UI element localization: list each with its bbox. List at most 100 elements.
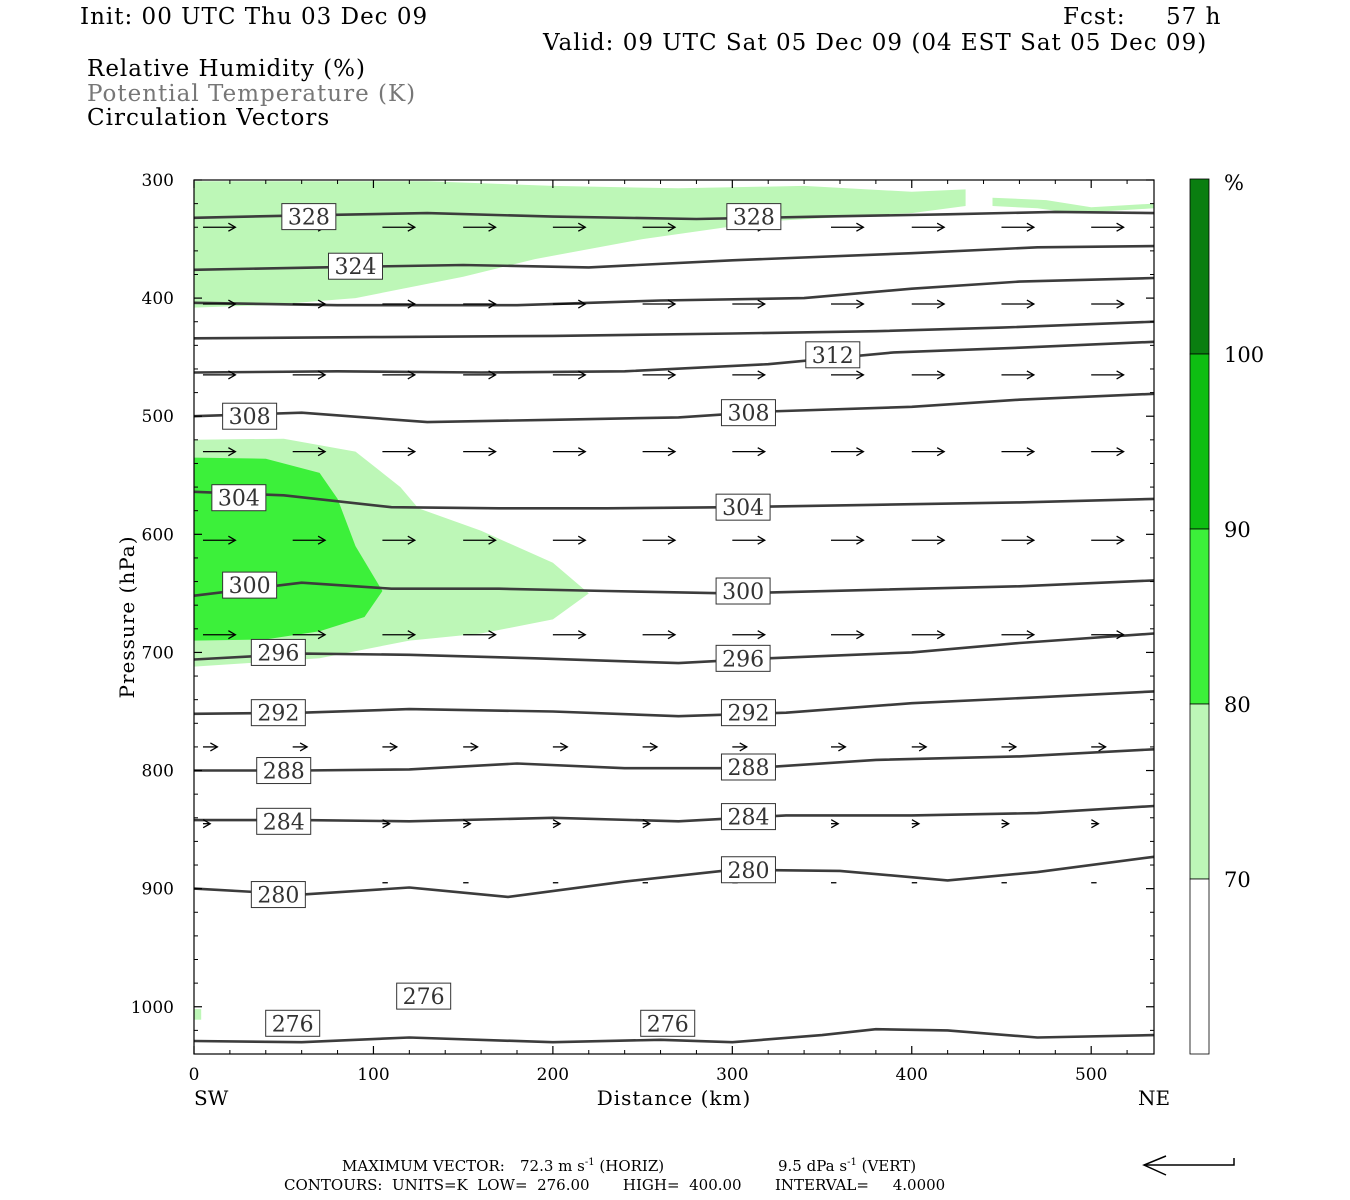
field-vectors: Circulation Vectors (87, 105, 331, 131)
svg-text:292: 292 (257, 702, 299, 727)
svg-text:296: 296 (722, 647, 764, 672)
circulation-vector (642, 370, 677, 380)
circulation-vector (382, 630, 417, 640)
circulation-vector (831, 630, 865, 640)
theta-label-308: 308 (222, 402, 278, 430)
circulation-vector (552, 222, 587, 232)
theta-label-296: 296 (715, 644, 771, 672)
theta-contour-300 (194, 579, 1154, 597)
circulation-vector (1091, 222, 1125, 232)
circulation-vector (463, 299, 497, 309)
circulation-vector (382, 819, 391, 829)
ne-label: NE (1138, 1086, 1170, 1110)
circulation-vector (642, 630, 677, 640)
field-theta: Potential Temperature (K) (87, 81, 417, 107)
circulation-vector (642, 299, 677, 309)
max-horiz-value: 72.3 m s-1 (HORIZ) (520, 1157, 664, 1175)
rh-region-70-80-4 (194, 1009, 202, 1020)
theta-label-300: 300 (222, 571, 278, 599)
colorbar-unit: % (1224, 171, 1244, 195)
circulation-vector (732, 447, 767, 457)
svg-text:288: 288 (263, 760, 305, 785)
contour-info: CONTOURS: UNITS=K LOW= 276.00 HIGH= 400.… (284, 1176, 946, 1194)
theta-label-328: 328 (726, 203, 782, 231)
colorbar-label: 70 (1224, 868, 1251, 892)
theta-label-276: 276 (640, 1009, 696, 1037)
circulation-vector (202, 447, 237, 457)
max-vector-label: MAXIMUM VECTOR: (342, 1157, 505, 1175)
theta-label-280: 280 (720, 856, 776, 884)
circulation-vector (382, 222, 417, 232)
circulation-vector (1091, 630, 1125, 640)
circulation-vector-layer (202, 222, 1125, 884)
circulation-vector (732, 630, 767, 640)
circulation-vector (911, 447, 946, 457)
circulation-vector (552, 370, 587, 380)
rh-region-70-80-1 (992, 197, 1154, 214)
theta-contour-328 (194, 210, 1154, 221)
theta-contour-296 (194, 632, 1154, 665)
theta-label-292: 292 (720, 699, 776, 727)
circulation-vector (831, 447, 865, 457)
circulation-vector (552, 447, 587, 457)
theta-contour-304 (194, 490, 1154, 510)
circulation-vector (463, 630, 497, 640)
circulation-vector (1001, 370, 1036, 380)
svg-text:304: 304 (722, 496, 764, 521)
circulation-vector (1001, 630, 1036, 640)
circulation-vector (292, 742, 309, 752)
field-rh: Relative Humidity (%) (87, 56, 366, 82)
svg-text:308: 308 (727, 402, 769, 427)
x-tick-label: 500 (1075, 1065, 1107, 1085)
forecast-hour: 57 h (1166, 4, 1222, 30)
circulation-vector (1001, 819, 1010, 829)
x-tick-label: 100 (357, 1065, 389, 1085)
theta-contour-308 (194, 392, 1154, 424)
circulation-vector (911, 299, 946, 309)
circulation-vector (830, 819, 840, 829)
colorbar-label: 90 (1224, 518, 1251, 542)
theta-contour-280 (194, 855, 1154, 899)
circulation-vector (382, 370, 417, 380)
circulation-vector (202, 819, 212, 829)
circulation-vector (552, 742, 569, 752)
circulation-vector (911, 222, 946, 232)
circulation-vector (732, 370, 767, 380)
horiz-exponent: -1 (584, 1157, 595, 1168)
circulation-vector (911, 819, 921, 829)
y-tick-label: 1000 (131, 998, 174, 1018)
colorbar-segment (1189, 878, 1210, 1055)
circulation-vector (463, 222, 497, 232)
svg-text:288: 288 (727, 756, 769, 781)
circulation-vector (831, 370, 865, 380)
circulation-vector (642, 222, 677, 232)
circulation-vector (382, 299, 417, 309)
colorbar-label: 80 (1224, 693, 1251, 717)
svg-text:300: 300 (229, 574, 271, 599)
circulation-vector (911, 630, 946, 640)
circulation-vector (202, 742, 219, 752)
circulation-vector (831, 742, 847, 752)
sw-label: SW (194, 1086, 229, 1110)
colorbar-segment (1189, 178, 1210, 355)
theta-label-284: 284 (720, 803, 776, 831)
axes: 0 100 200 300 400 500 300 400 500 600 700 800 900 100… (115, 171, 1170, 1110)
theta-label-304: 304 (715, 493, 771, 521)
circulation-vector (552, 535, 587, 545)
vert-tag: (VERT) (861, 1157, 917, 1175)
circulation-vector (1091, 370, 1125, 380)
circulation-vector (1091, 535, 1125, 545)
circulation-vector (831, 222, 865, 232)
circulation-vector (382, 742, 399, 752)
y-tick-label: 500 (142, 407, 174, 427)
circulation-vector (732, 742, 749, 752)
svg-text:300: 300 (722, 580, 764, 605)
theta-label-296: 296 (250, 638, 306, 666)
circulation-vector (202, 222, 237, 232)
x-tick-label: 300 (716, 1065, 748, 1085)
max-vector-arrow-icon (1142, 1155, 1235, 1176)
theta-label-276: 276 (265, 1009, 321, 1037)
circulation-vector (1001, 535, 1036, 545)
theta-label-308: 308 (720, 399, 776, 427)
